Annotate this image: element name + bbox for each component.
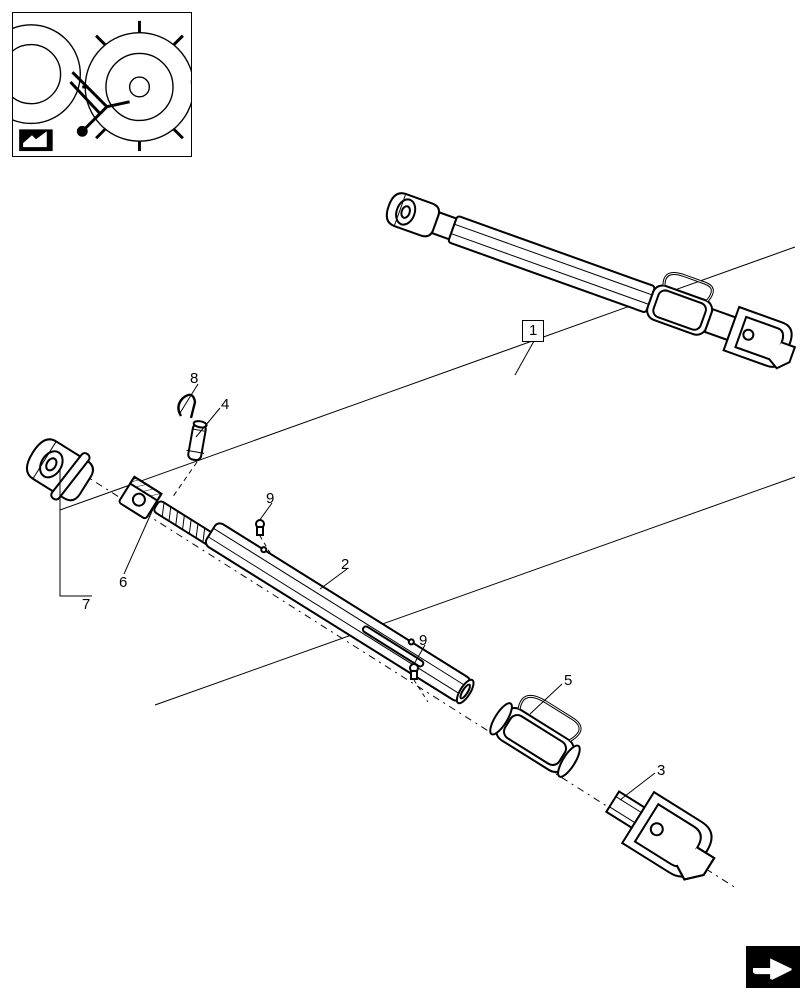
leader-lines [60, 341, 655, 800]
callout-7: 7 [82, 596, 90, 613]
context-thumbnail [12, 12, 192, 157]
guide-lines [60, 247, 795, 705]
centerline [48, 452, 736, 888]
callout-8: 8 [190, 370, 198, 387]
callout-1: 1 [522, 320, 544, 342]
callout-5: 5 [564, 672, 572, 689]
nav-next-icon[interactable] [746, 946, 800, 988]
callout-6: 6 [119, 574, 127, 591]
callout-4: 4 [221, 396, 229, 413]
callout-2: 2 [341, 556, 349, 573]
callout-3: 3 [657, 762, 665, 779]
part-exploded-linkage [18, 395, 727, 889]
callout-9b: 9 [419, 632, 427, 649]
callout-9a: 9 [266, 490, 274, 507]
part-assembled-linkage [381, 174, 805, 373]
